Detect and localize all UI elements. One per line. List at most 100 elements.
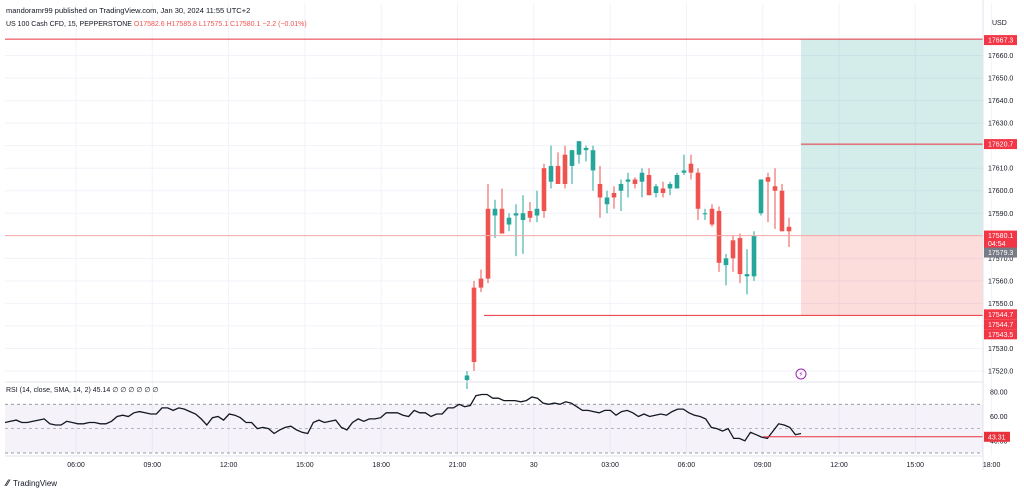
time-tick-label: 30 [530, 462, 538, 469]
badge-stop-2: 17544.7 [988, 322, 1013, 329]
time-tick-label: 18:00 [372, 462, 390, 469]
rsi-legend[interactable]: RSI (14, close, SMA, 14, 2) 45.14 ∅ ∅ ∅ … [6, 387, 159, 394]
badge-take-profit: 17667.3 [988, 38, 1013, 45]
candle-body [499, 208, 505, 234]
candle-body [723, 258, 729, 266]
candle-body [562, 154, 568, 184]
candle-body [786, 226, 792, 232]
stop-loss-zone [801, 235, 983, 316]
candle-body [779, 190, 785, 232]
candle-body [478, 278, 484, 288]
candle-body [632, 179, 638, 184]
candle-body [569, 150, 575, 166]
candle-body [576, 141, 582, 155]
candle-body [772, 186, 778, 191]
badge-countdown-bg [984, 238, 1017, 249]
candle-body [667, 183, 673, 189]
symbol-name: US 100 Cash CFD, 15, PEPPERSTONE [6, 21, 132, 28]
badge-countdown: 04:54 [988, 241, 1006, 248]
badge-stop-2-bg [984, 319, 1017, 330]
symbol-legend[interactable]: US 100 Cash CFD, 15, PEPPERSTONE O17582.… [6, 21, 307, 28]
price-level-lines: ⚡ [5, 38, 983, 380]
price-tick-label: 17560.0 [988, 278, 1013, 285]
candle-body [471, 287, 477, 362]
candle-body [674, 174, 680, 189]
candle-body [527, 211, 533, 218]
ohlc-high: H17585.8 [166, 21, 197, 28]
candle-body [492, 208, 498, 216]
lightning-icon [795, 368, 807, 380]
badge-target-bg [984, 139, 1017, 150]
axes: 17660.017650.017640.017630.017620.017610… [5, 0, 1017, 470]
tradingview-logo-icon: ⁄⁄ [6, 478, 10, 488]
candle-body [604, 197, 610, 205]
time-tick-label: 09:00 [144, 462, 162, 469]
ohlc-low: L17575.1 [198, 21, 229, 28]
price-tick-label: 17660.0 [988, 53, 1013, 60]
badge-last-price-bg [984, 230, 1017, 241]
rsi-pane [4, 393, 983, 454]
candle-body [737, 238, 743, 275]
price-tick-label: 17650.0 [988, 76, 1013, 83]
candles[interactable] [464, 141, 792, 390]
badge-stop-3: 17543.5 [988, 332, 1013, 339]
candle-body [555, 165, 561, 184]
candle-body [660, 188, 666, 193]
footer-brand[interactable]: ⁄⁄ TradingView [6, 478, 57, 488]
time-tick-label: 15:00 [907, 462, 925, 469]
take-profit-zone [801, 39, 983, 236]
ohlc-close: C17580.1 [230, 21, 261, 28]
candle-body [646, 174, 652, 196]
candle-body [758, 179, 764, 214]
price-tick-label: 17530.0 [988, 346, 1013, 353]
ohlc-open: O17582.6 [133, 21, 165, 28]
time-tick-label: 09:00 [754, 462, 772, 469]
lightning-icon-glyph: ⚡ [799, 371, 804, 379]
rsi-tick-label: 40.00 [990, 438, 1008, 445]
time-tick-label: 06:00 [67, 462, 85, 469]
position-zones [801, 39, 983, 316]
price-tick-label: 17520.0 [988, 368, 1013, 375]
candle-body [513, 213, 519, 216]
price-tick-label: 17610.0 [988, 166, 1013, 173]
time-tick-label: 06:00 [678, 462, 696, 469]
candle-body [583, 147, 589, 151]
badge-stop-1: 17544.7 [988, 312, 1013, 319]
candle-body [730, 240, 736, 259]
candle-body [541, 168, 547, 212]
price-tick-label: 17570.0 [988, 256, 1013, 263]
candle-body [534, 208, 540, 216]
candle-body [639, 172, 645, 182]
rsi-value-badge-bg [984, 431, 1010, 442]
badge-current: 17579.3 [988, 250, 1013, 257]
candle-body [464, 375, 470, 380]
time-tick-label: 03:00 [601, 462, 619, 469]
candle-body [709, 208, 715, 225]
candle-body [688, 163, 694, 173]
badge-current-bg [984, 247, 1017, 258]
time-tick-label: 12:00 [220, 462, 238, 469]
ohlc-change: −2.2 (−0.01%) [262, 21, 307, 28]
badge-last-price: 17580.1 [988, 233, 1013, 240]
badge-stop-1-bg [984, 309, 1017, 320]
time-tick-label: 12:00 [830, 462, 848, 469]
rsi-line [4, 393, 802, 442]
badge-stop-3-bg [984, 329, 1017, 340]
candle-body [611, 192, 617, 198]
badge-target: 17620.7 [988, 142, 1013, 149]
rsi-tick-label: 60.00 [990, 414, 1008, 421]
candle-body [625, 179, 631, 182]
currency-label: USD [992, 20, 1007, 27]
candle-body [597, 183, 603, 198]
price-tick-label: 17590.0 [988, 211, 1013, 218]
publish-note: mandoramr99 published on TradingView.com… [6, 6, 251, 15]
candle-body [548, 165, 554, 182]
candle-body [520, 213, 526, 221]
price-tick-label: 17600.0 [988, 188, 1013, 195]
candle-body [751, 235, 757, 277]
footer-brand-label: TradingView [13, 478, 58, 488]
grid-lines [5, 3, 993, 455]
candle-body [765, 177, 771, 182]
candle-body [681, 170, 687, 173]
